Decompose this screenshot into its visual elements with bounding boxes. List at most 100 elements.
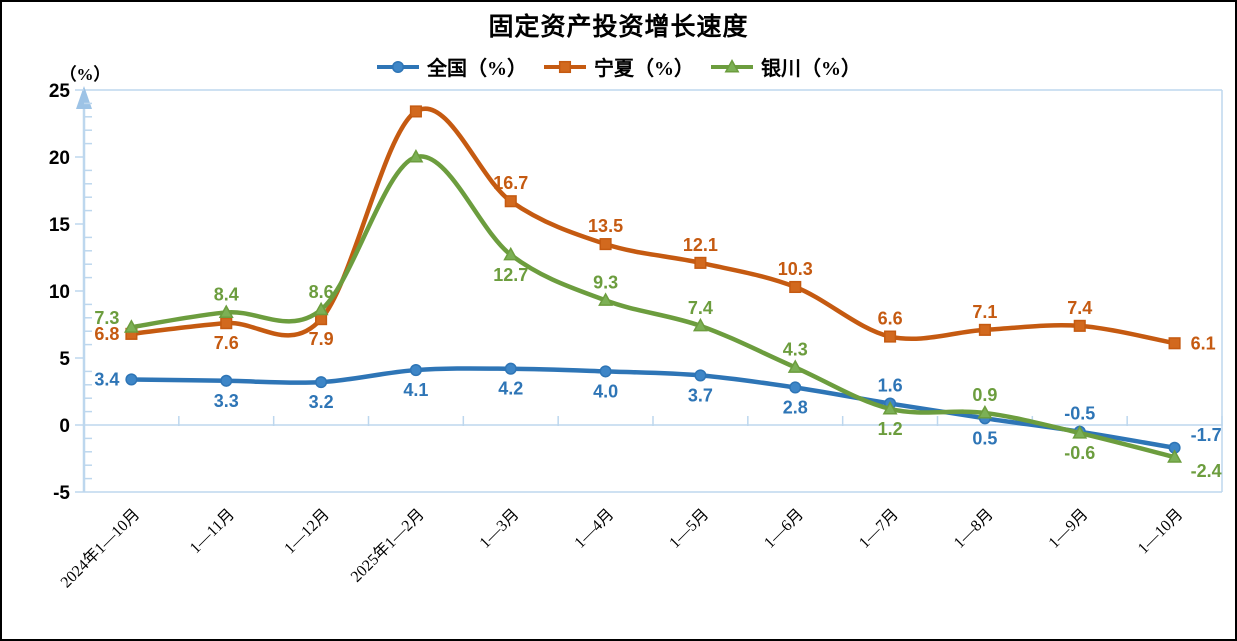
series-yinchuan-data-label: 4.3 — [783, 339, 808, 359]
series-ningxia-data-label: 6.1 — [1191, 333, 1216, 353]
series-yinchuan-data-label: -2.4 — [1191, 461, 1222, 481]
series-national-data-label: -1.7 — [1191, 425, 1222, 445]
series-yinchuan-data-label: 7.4 — [688, 298, 713, 318]
chart-legend: 全国（%） 宁夏（%） 银川（%） — [2, 52, 1235, 81]
series-yinchuan-marker — [977, 404, 993, 419]
legend-item-ningxia: 宁夏（%） — [543, 52, 694, 81]
series-national-marker — [409, 364, 422, 377]
series-yinchuan-marker — [882, 400, 898, 415]
series-ningxia-marker — [599, 238, 612, 251]
series-ningxia-data-label: 13.5 — [588, 216, 623, 236]
legend-circle-glyph — [391, 60, 405, 73]
series-yinchuan-data-label: 1.2 — [878, 419, 903, 439]
series-ningxia-marker — [409, 105, 422, 118]
series-national-data-label: 2.8 — [783, 397, 808, 417]
legend-square-marker-icon — [544, 60, 586, 73]
legend-item-national: 全国（%） — [376, 52, 527, 81]
series-ningxia-marker — [789, 280, 802, 294]
x-axis-tick-label: 1—3月 — [477, 506, 523, 552]
plot-area-border — [84, 89, 1223, 493]
series-yinchuan-marker — [313, 301, 329, 316]
series-national-marker — [789, 381, 802, 394]
series-yinchuan-marker — [218, 304, 234, 318]
legend-triangle-marker-icon — [711, 58, 753, 73]
series-ningxia-marker — [694, 256, 707, 269]
series-yinchuan-marker — [1167, 449, 1183, 463]
series-ningxia-data-label: 12.1 — [683, 235, 718, 255]
series-national-data-label: 4.2 — [498, 379, 523, 399]
series-ningxia-marker — [1168, 337, 1181, 350]
series-ningxia-data-label: 6.6 — [878, 309, 903, 329]
series-yinchuan-marker — [408, 149, 424, 163]
y-axis-tick-label: 15 — [49, 215, 71, 236]
series-yinchuan-line — [129, 154, 1177, 460]
y-axis-tick-label: 10 — [49, 282, 70, 303]
x-axis-tick-label: 1—6月 — [761, 506, 807, 552]
series-ningxia-data-label: 6.8 — [94, 324, 119, 344]
series-ningxia: 6.8 7.6 7.9 16.7 13.5 12.1 10.3 6.6 7.1 7.4 6.1 — [94, 105, 1216, 353]
series-national-data-label: 3.2 — [309, 392, 334, 412]
series-yinchuan-data-label: 12.7 — [493, 265, 528, 285]
x-axis-tick-label: 1—8月 — [951, 506, 997, 552]
legend-label: 银川（%） — [761, 58, 861, 80]
series-national-data-label: 3.3 — [214, 391, 239, 411]
series-yinchuan-data-label: 0.9 — [972, 385, 997, 405]
legend-label: 全国（%） — [427, 58, 527, 80]
series-national-marker — [599, 365, 612, 378]
y-axis-unit-label: （%） — [59, 65, 111, 84]
series-national-marker — [220, 374, 233, 387]
series-national-data-label: 3.7 — [688, 385, 713, 405]
y-axis: 25 20 15 10 5 0 -5 — [49, 81, 92, 504]
y-axis-tick-label: -5 — [53, 483, 70, 504]
x-axis-tick-label: 1—5月 — [666, 506, 712, 552]
series-yinchuan-data-label: -0.6 — [1064, 443, 1095, 463]
series-national-data-label: 4.0 — [593, 381, 618, 401]
series-ningxia-marker — [1073, 319, 1086, 332]
series-ningxia-marker — [978, 323, 991, 336]
legend-circle-marker-icon — [377, 60, 419, 73]
series-yinchuan-marker — [123, 319, 139, 333]
series-yinchuan-data-label: 8.4 — [214, 284, 239, 304]
series-national-data-label: 3.4 — [94, 369, 119, 389]
series-yinchuan-data-label: 7.3 — [94, 308, 119, 328]
x-axis-tick-label: 2024年1—10月 — [57, 505, 143, 591]
series-national-marker — [504, 362, 517, 375]
x-axis-tick-label: 1—12月 — [281, 506, 333, 558]
series-yinchuan-data-label: 9.3 — [593, 272, 618, 292]
legend-triangle-glyph — [724, 58, 740, 73]
series-national-data-label: -0.5 — [1064, 404, 1095, 424]
series-yinchuan-marker — [1072, 425, 1088, 439]
series-ningxia-line — [129, 106, 1177, 346]
series-ningxia-marker — [504, 195, 517, 208]
series-ningxia-data-label: 7.9 — [309, 329, 334, 349]
series-national-marker — [125, 373, 138, 386]
legend-label: 宁夏（%） — [594, 58, 694, 80]
series-ningxia-marker — [315, 313, 328, 326]
y-axis-tick-label: 25 — [49, 81, 71, 102]
series-national: 3.4 3.3 3.2 4.1 4.2 4.0 3.7 2.8 1.6 0.5 -0.5 -1.7 — [94, 362, 1222, 454]
series-national-data-label: 1.6 — [878, 376, 903, 396]
series-yinchuan-marker — [692, 317, 708, 332]
x-axis-tick-label: 1—10月 — [1135, 506, 1187, 558]
x-axis-tick-label: 2025年1—2月 — [347, 505, 428, 586]
y-axis-tick-label: 0 — [59, 416, 70, 437]
series-yinchuan-marker — [598, 292, 614, 306]
series-yinchuan-marker — [503, 246, 519, 261]
series-ningxia-marker — [220, 317, 233, 330]
series-ningxia-data-label: 10.3 — [778, 259, 813, 279]
series-national-line — [129, 366, 1177, 451]
series-yinchuan-data-label: 8.6 — [309, 282, 334, 302]
y-axis-tick-label: 5 — [59, 349, 70, 370]
series-yinchuan: 7.3 8.4 8.6 12.7 9.3 7.4 4.3 1.2 0.9 -0.6 -2.4 — [94, 149, 1222, 481]
x-axis-labels: 2024年1—10月 1—11月 1—12月 2025年1—2月 1—3月 1—4月 1—5… — [57, 505, 1186, 591]
series-yinchuan-marker — [787, 359, 803, 373]
x-axis-tick-label: 1—4月 — [571, 506, 617, 552]
x-axis-tick-label: 1—9月 — [1046, 506, 1092, 552]
series-national-data-label: 4.1 — [403, 380, 428, 400]
series-ningxia-data-label: 7.6 — [214, 333, 239, 353]
series-national-marker — [315, 376, 328, 389]
legend-square-glyph — [558, 60, 572, 73]
series-national-marker — [694, 369, 707, 382]
series-ningxia-data-label: 7.1 — [972, 302, 997, 322]
